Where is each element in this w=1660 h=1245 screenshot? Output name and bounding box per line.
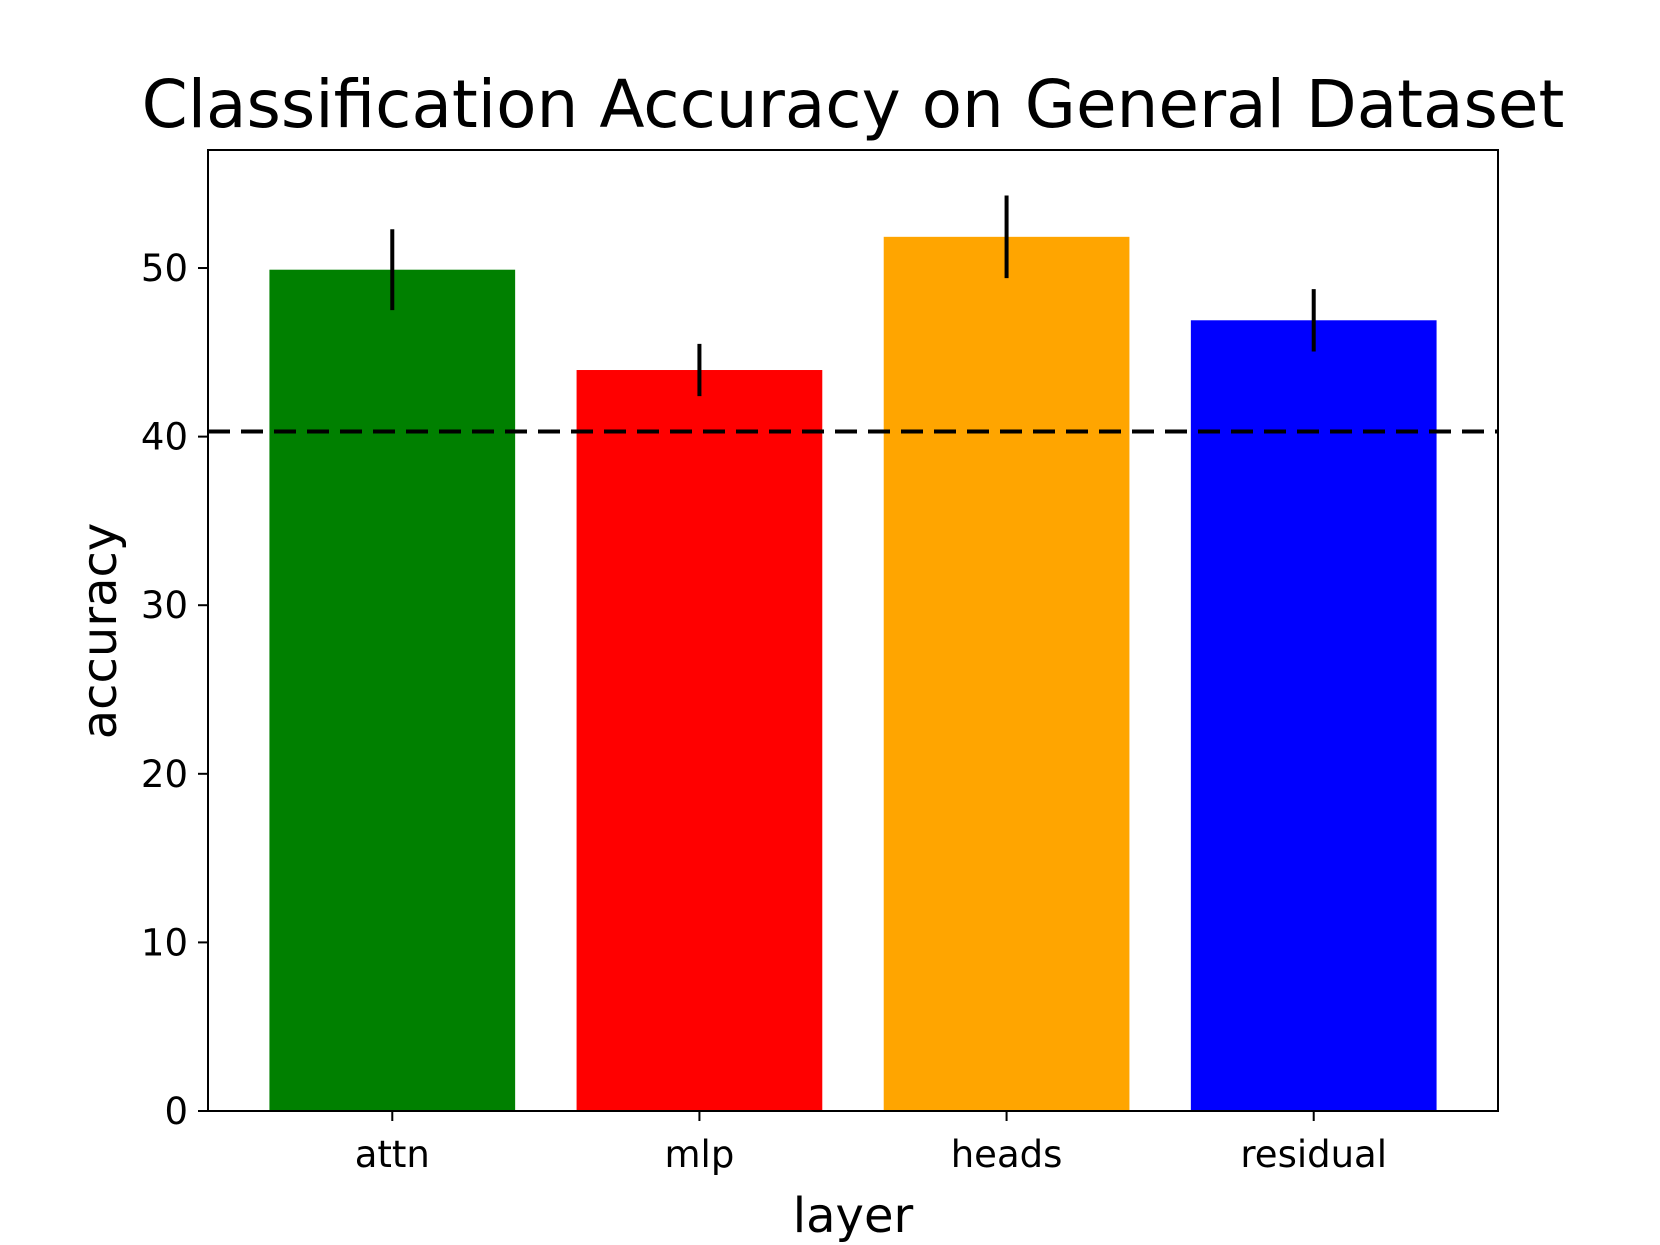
y-tick-label: 40 (141, 416, 188, 459)
y-tick-label: 30 (141, 584, 188, 627)
bar-attn (269, 269, 516, 1112)
plot-area: 0 10 20 30 40 50 attn mlp heads residual (141, 149, 1499, 1176)
bar-heads (883, 236, 1130, 1111)
y-tick-label: 10 (141, 921, 188, 964)
x-tick-label: attn (355, 1133, 430, 1176)
x-tick-label: heads (951, 1133, 1063, 1176)
axes-frame (207, 149, 1499, 1112)
bar-mlp (576, 370, 823, 1111)
y-tick-label: 20 (141, 753, 188, 796)
x-tick-label: residual (1240, 1133, 1387, 1176)
chart-title: Classification Accuracy on General Datas… (142, 66, 1565, 143)
bar-residual (1190, 320, 1437, 1111)
x-tick-label: mlp (665, 1133, 735, 1176)
x-axis-label: layer (793, 1188, 914, 1244)
y-tick-label: 50 (141, 247, 188, 290)
y-axis-label: accuracy (72, 523, 128, 740)
y-tick-label: 0 (164, 1090, 188, 1133)
